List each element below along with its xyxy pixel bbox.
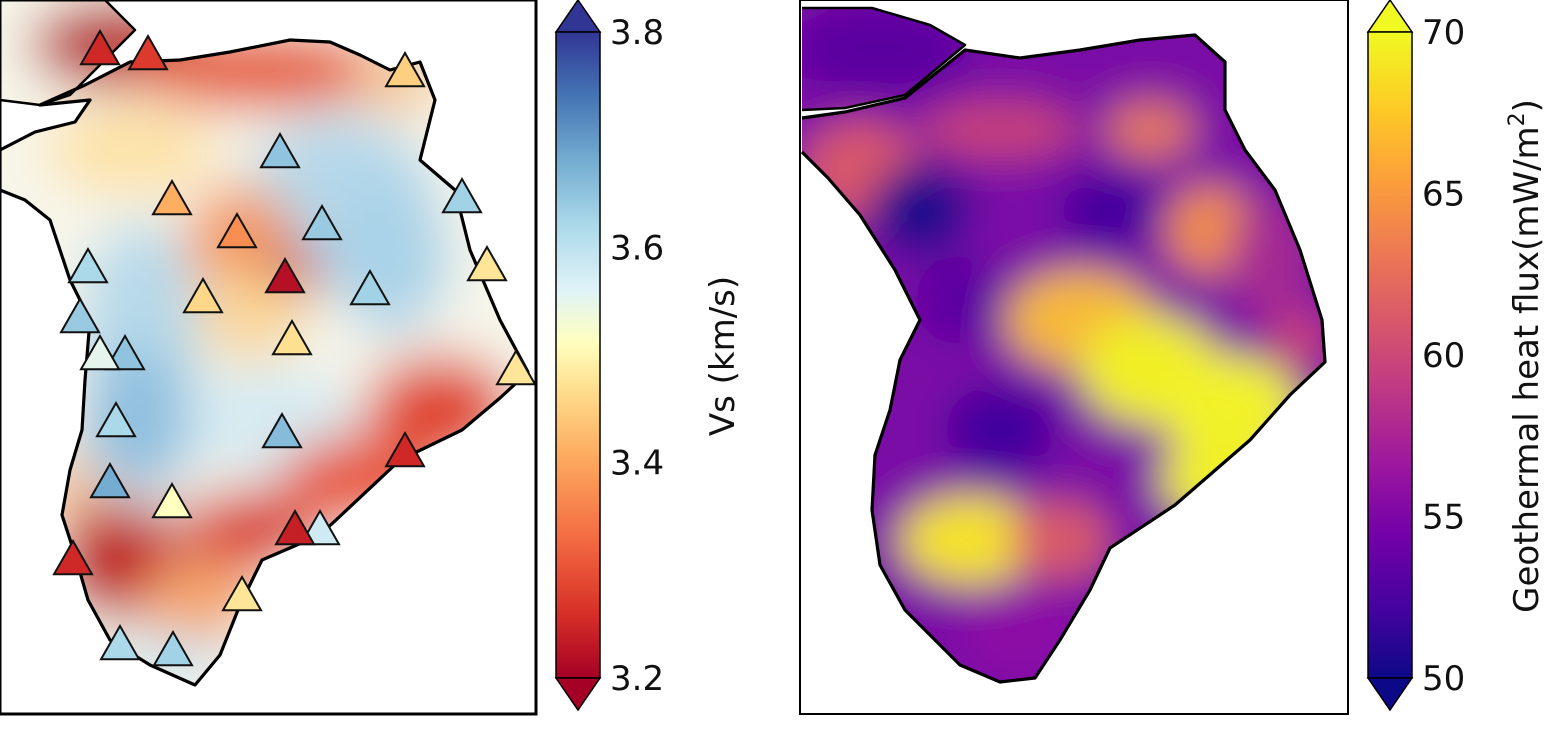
station-triangle [52,538,94,576]
right-map-panel [799,0,1349,715]
station-triangle [182,276,224,314]
station-triangle [67,246,109,284]
station-triangle [79,333,121,371]
station-triangle [271,318,313,356]
station-triangle [274,508,316,546]
station-triangle [261,411,303,449]
heat-flux-colorbar-label: Geothermal heat flux(mW/m2) [1505,99,1547,613]
heat-flux-colorbar: 70 65 60 55 50 Geothermal heat flux(mW/m2) [1366,0,1547,712]
station-triangle [264,256,306,294]
station-triangle [127,33,169,71]
station-triangle [89,461,131,499]
heat-flux-colorbar-tick-label: 65 [1422,175,1465,215]
station-triangle [216,211,258,249]
station-triangle [104,333,146,371]
vs-colorbar-tick-label: 3.4 [610,444,664,484]
seismic-stations [52,28,537,667]
station-triangle [299,508,341,546]
station-triangle [441,176,483,214]
station-triangle [349,268,391,306]
station-triangle [384,430,426,468]
station-triangle [95,400,137,438]
station-triangle [301,203,343,241]
left-coastline [0,0,530,687]
station-triangle [221,574,263,612]
station-triangle [259,131,301,169]
station-triangle [79,28,121,66]
heat-flux-colorbar-tick-label: 60 [1422,336,1465,376]
station-triangle [152,629,194,667]
vs-colorbar-tick-label: 3.6 [610,228,664,268]
vs-colorbar: 3.8 3.6 3.4 3.2 Vs (km/s) [554,0,743,712]
vs-colorbar-label: Vs (km/s) [703,276,743,436]
vs-colorbar-tick-label: 3.2 [610,659,664,699]
station-triangle [99,623,141,661]
station-triangle [466,244,508,282]
heat-flux-colorbar-tick-label: 70 [1422,13,1465,53]
heat-flux-colorbar-tick-label: 55 [1422,498,1465,538]
station-triangle [59,296,101,334]
station-triangle [151,178,193,216]
station-triangle [384,50,426,88]
heat-flux-colorbar-tick-label: 50 [1422,659,1465,699]
station-triangle [151,481,193,519]
left-map-panel [0,0,538,716]
station-triangle [495,348,537,386]
right-coastline [800,6,1327,684]
vs-colorbar-tick-label: 3.8 [610,13,664,53]
